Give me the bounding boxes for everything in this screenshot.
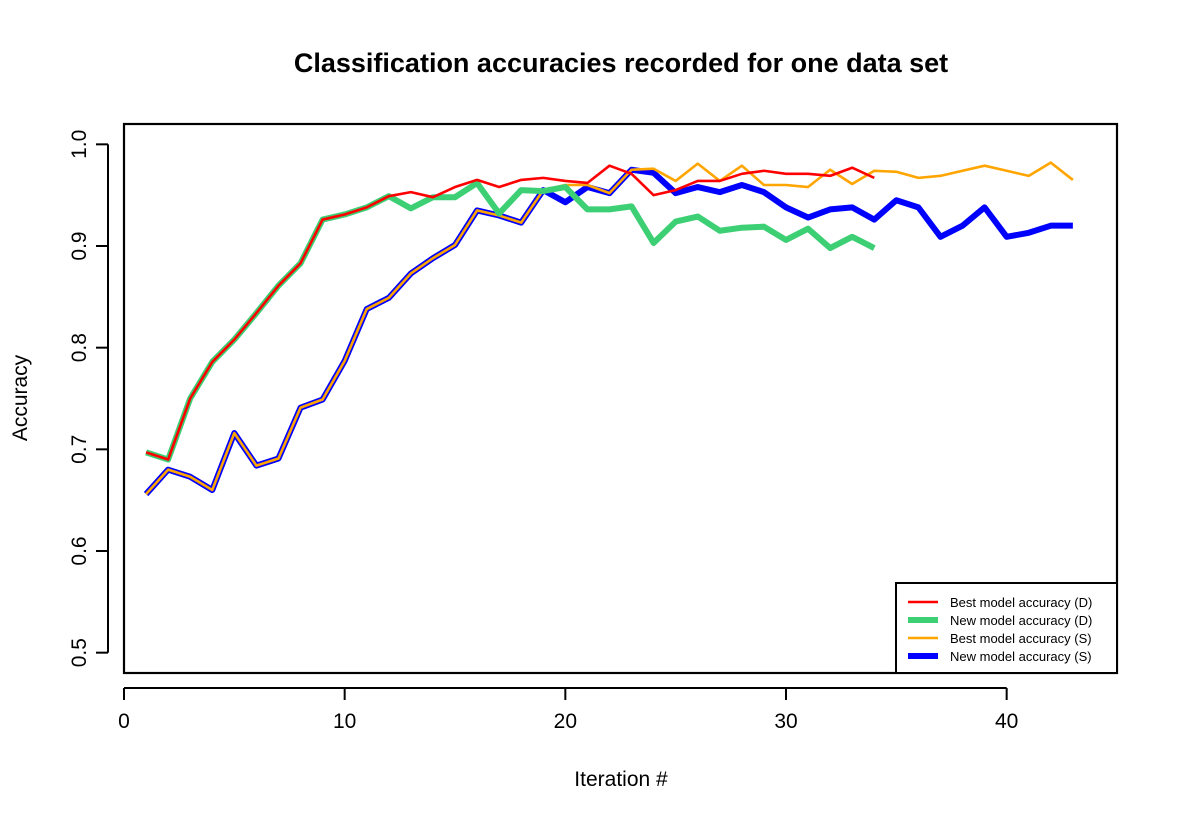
x-tick-label: 20 xyxy=(554,710,577,733)
legend-label: Best model accuracy (D) xyxy=(950,595,1092,610)
x-tick-label: 40 xyxy=(995,710,1018,733)
x-axis-label: Iteration # xyxy=(574,768,668,791)
y-tick-label: 0.9 xyxy=(68,231,91,260)
legend: Best model accuracy (D) New model accurac… xyxy=(895,582,1118,674)
x-tick-label: 30 xyxy=(774,710,797,733)
legend-box xyxy=(895,582,1118,674)
chart-title: Classification accuracies recorded for o… xyxy=(294,48,948,78)
y-tick-label: 1.0 xyxy=(68,130,91,159)
y-tick-label: 0.5 xyxy=(68,638,91,667)
x-axis: 0 10 20 30 40 xyxy=(118,687,1018,733)
series-line-new-d xyxy=(145,179,876,463)
series-line-best-d xyxy=(145,164,875,461)
legend-label: Best model accuracy (S) xyxy=(950,631,1092,646)
y-axis-label: Accuracy xyxy=(9,354,32,441)
legend-label: New model accuracy (D) xyxy=(950,613,1092,628)
x-tick-label: 0 xyxy=(118,710,130,733)
series-line-best-s xyxy=(145,161,1074,495)
y-tick-label: 0.7 xyxy=(68,435,91,464)
x-tick-label: 10 xyxy=(333,710,356,733)
legend-label: New model accuracy (S) xyxy=(950,649,1092,664)
y-axis: 0.5 0.6 0.7 0.8 0.9 1.0 xyxy=(68,130,109,667)
plot-frame xyxy=(122,122,1119,675)
series-layer xyxy=(143,161,1074,497)
y-tick-label: 0.6 xyxy=(68,536,91,565)
y-tick-label: 0.8 xyxy=(68,333,91,362)
